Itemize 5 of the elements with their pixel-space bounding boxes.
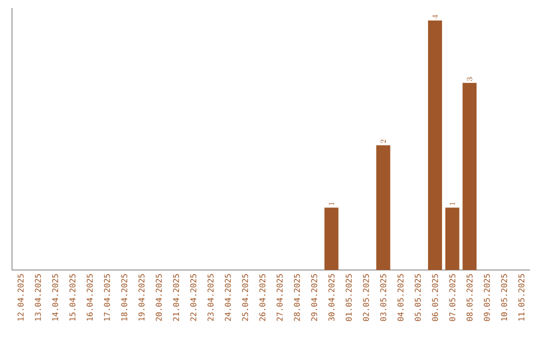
bar	[376, 145, 390, 270]
bar	[324, 208, 338, 270]
bar	[445, 208, 460, 270]
bar	[428, 20, 442, 270]
bar	[462, 82, 477, 270]
